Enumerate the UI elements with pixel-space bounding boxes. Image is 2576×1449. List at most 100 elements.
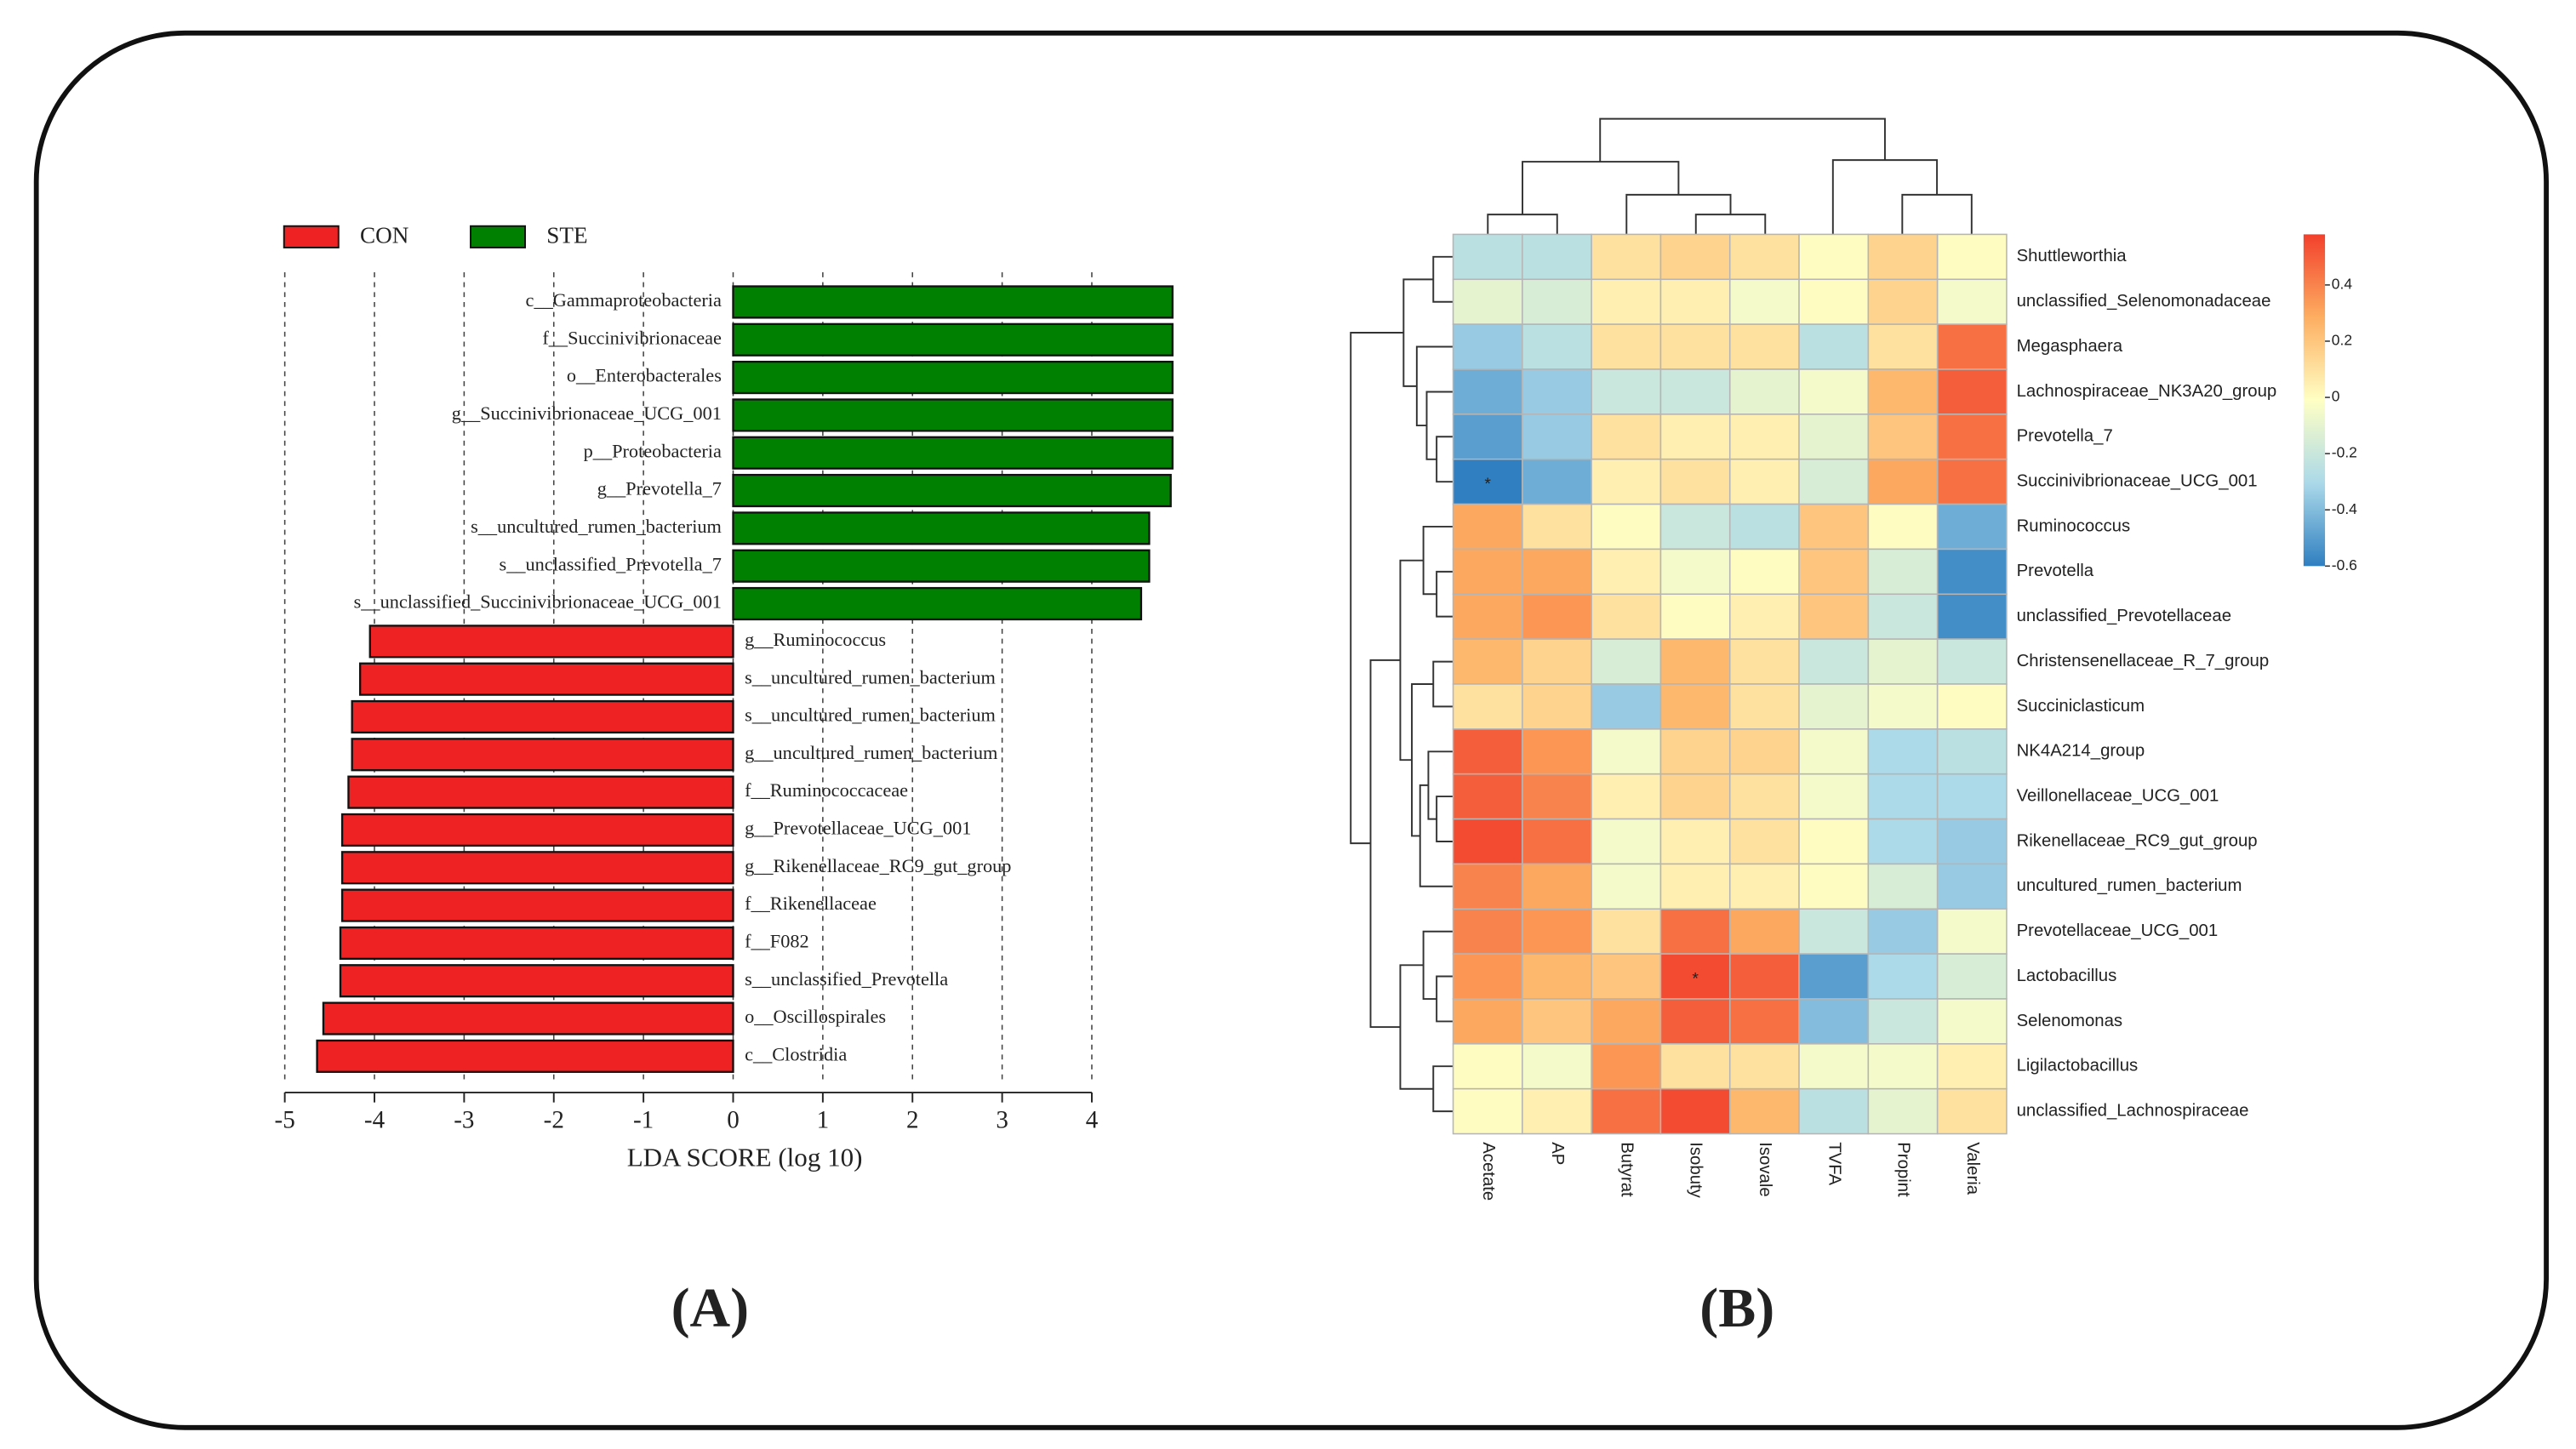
heat-cell	[1936, 1043, 2008, 1090]
heat-cell	[1936, 368, 2008, 415]
heat-cell	[1591, 593, 1662, 640]
heat-cell	[1798, 728, 1870, 775]
heat-cell	[1798, 998, 1870, 1045]
bar	[732, 398, 1174, 432]
bar-label: g__uncultured_rumen_bacterium	[745, 742, 997, 763]
bar	[732, 549, 1151, 583]
bar-label: s__unclassified_Prevotella_7	[500, 553, 722, 574]
column-dendrogram	[1901, 193, 1973, 235]
colorbar-tick-label: 0.4	[2332, 276, 2353, 293]
heat-cell	[1728, 863, 1800, 910]
row-label: Veillonellaceae_UCG_001	[2017, 786, 2219, 805]
heat-cell	[1867, 458, 1939, 505]
x-tick-label: 1	[817, 1107, 830, 1134]
heat-cell	[1659, 593, 1731, 640]
heat-cell	[1936, 503, 2008, 551]
x-axis-label: LDA SCORE (log 10)	[627, 1143, 863, 1172]
heat-cell	[1522, 683, 1592, 730]
row-label: unclassified_Prevotellaceae	[2017, 607, 2231, 625]
heat-cell	[1659, 503, 1731, 551]
heat-cell	[1936, 683, 2008, 730]
heat-cell	[1867, 863, 1939, 910]
heat-cell	[1522, 323, 1592, 370]
column-dendrogram	[1522, 161, 1680, 215]
row-dendrogram	[1369, 659, 1401, 1029]
bar	[358, 662, 734, 696]
bar-label: p__Proteobacteria	[584, 440, 722, 461]
heat-cell	[1728, 458, 1800, 505]
heat-cell	[1659, 278, 1731, 325]
heat-cell	[1452, 953, 1523, 1000]
heat-cell	[1591, 1087, 1662, 1135]
heat-cell	[1867, 368, 1939, 415]
heat-cell	[1452, 1087, 1523, 1135]
row-label: Succiniclasticum	[2017, 697, 2145, 716]
heat-cell	[1591, 953, 1662, 1000]
bar-label: s__uncultured_rumen_bacterium	[745, 666, 996, 687]
heat-cell	[1728, 908, 1800, 955]
heat-cell	[1591, 818, 1662, 865]
bar	[340, 888, 734, 922]
row-label: Ruminococcus	[2017, 516, 2131, 535]
heat-cell	[1867, 278, 1939, 325]
x-tick-label: -2	[544, 1107, 564, 1134]
legend-label: CON	[360, 223, 408, 248]
colorbar	[2303, 234, 2326, 567]
colorbar-tick-label: -0.2	[2332, 444, 2357, 461]
heat-cell	[1659, 458, 1731, 505]
heat-cell	[1867, 1043, 1939, 1090]
bar-label: f__Ruminococcaceae	[745, 779, 908, 801]
heat-cell	[1452, 233, 1523, 281]
heat-cell	[1591, 863, 1662, 910]
row-label: Selenomonas	[2017, 1012, 2123, 1030]
row-dendrogram	[1436, 975, 1454, 1023]
bar-label: s__unclassified_Succinivibrionaceae_UCG_…	[354, 591, 722, 613]
row-dendrogram	[1436, 570, 1454, 618]
column-label: Valeria	[1963, 1142, 1982, 1195]
heat-cell	[1867, 683, 1939, 730]
heat-cell	[1591, 233, 1662, 281]
heat-cell	[1936, 728, 2008, 775]
row-label: Succinivibrionaceae_UCG_001	[2017, 472, 2258, 491]
significance-mark: *	[1692, 970, 1699, 989]
heat-cell	[1936, 548, 2008, 596]
heat-cell	[1728, 998, 1800, 1045]
bar-label: g__Ruminococcus	[745, 629, 886, 650]
heat-cell	[1798, 908, 1870, 955]
heat-cell	[1591, 998, 1662, 1045]
heat-cell	[1452, 323, 1523, 370]
heat-cell	[1522, 908, 1592, 955]
bar-label: s__unclassified_Prevotella	[745, 968, 948, 990]
heat-cell	[1591, 323, 1662, 370]
heat-cell	[1522, 818, 1592, 865]
bar-label: s__uncultured_rumen_bacterium	[471, 516, 722, 537]
heat-cell	[1591, 368, 1662, 415]
row-dendrogram	[1350, 332, 1404, 845]
heat-cell	[1798, 323, 1870, 370]
row-label: Megasphaera	[2017, 337, 2123, 356]
heat-cell	[1452, 818, 1523, 865]
bar-label: s__uncultured_rumen_bacterium	[745, 705, 996, 726]
bar	[339, 926, 734, 960]
heat-cell	[1452, 683, 1523, 730]
heat-cell	[1798, 593, 1870, 640]
bar	[732, 322, 1174, 357]
heat-cell	[1798, 863, 1870, 910]
row-dendrogram	[1425, 391, 1454, 460]
heat-cell	[1522, 998, 1592, 1045]
bar-label: f__Succinivibrionaceae	[542, 327, 722, 348]
column-dendrogram	[1694, 214, 1767, 235]
heat-cell	[1798, 548, 1870, 596]
row-dendrogram	[1432, 660, 1454, 708]
heat-cell	[1452, 414, 1523, 460]
heat-cell	[1936, 638, 2008, 685]
x-tick-label: -4	[364, 1107, 386, 1134]
heat-cell	[1452, 1043, 1523, 1090]
heat-cell	[1867, 1087, 1939, 1135]
heat-cell	[1728, 818, 1800, 865]
heat-cell	[1798, 458, 1870, 505]
heat-cell	[1867, 414, 1939, 460]
bar-label: g__Prevotellaceae_UCG_001	[745, 818, 971, 839]
bar-label: g__Rikenellaceae_RC9_gut_group	[745, 855, 1011, 876]
row-label: Christensenellaceae_R_7_group	[2017, 652, 2270, 670]
